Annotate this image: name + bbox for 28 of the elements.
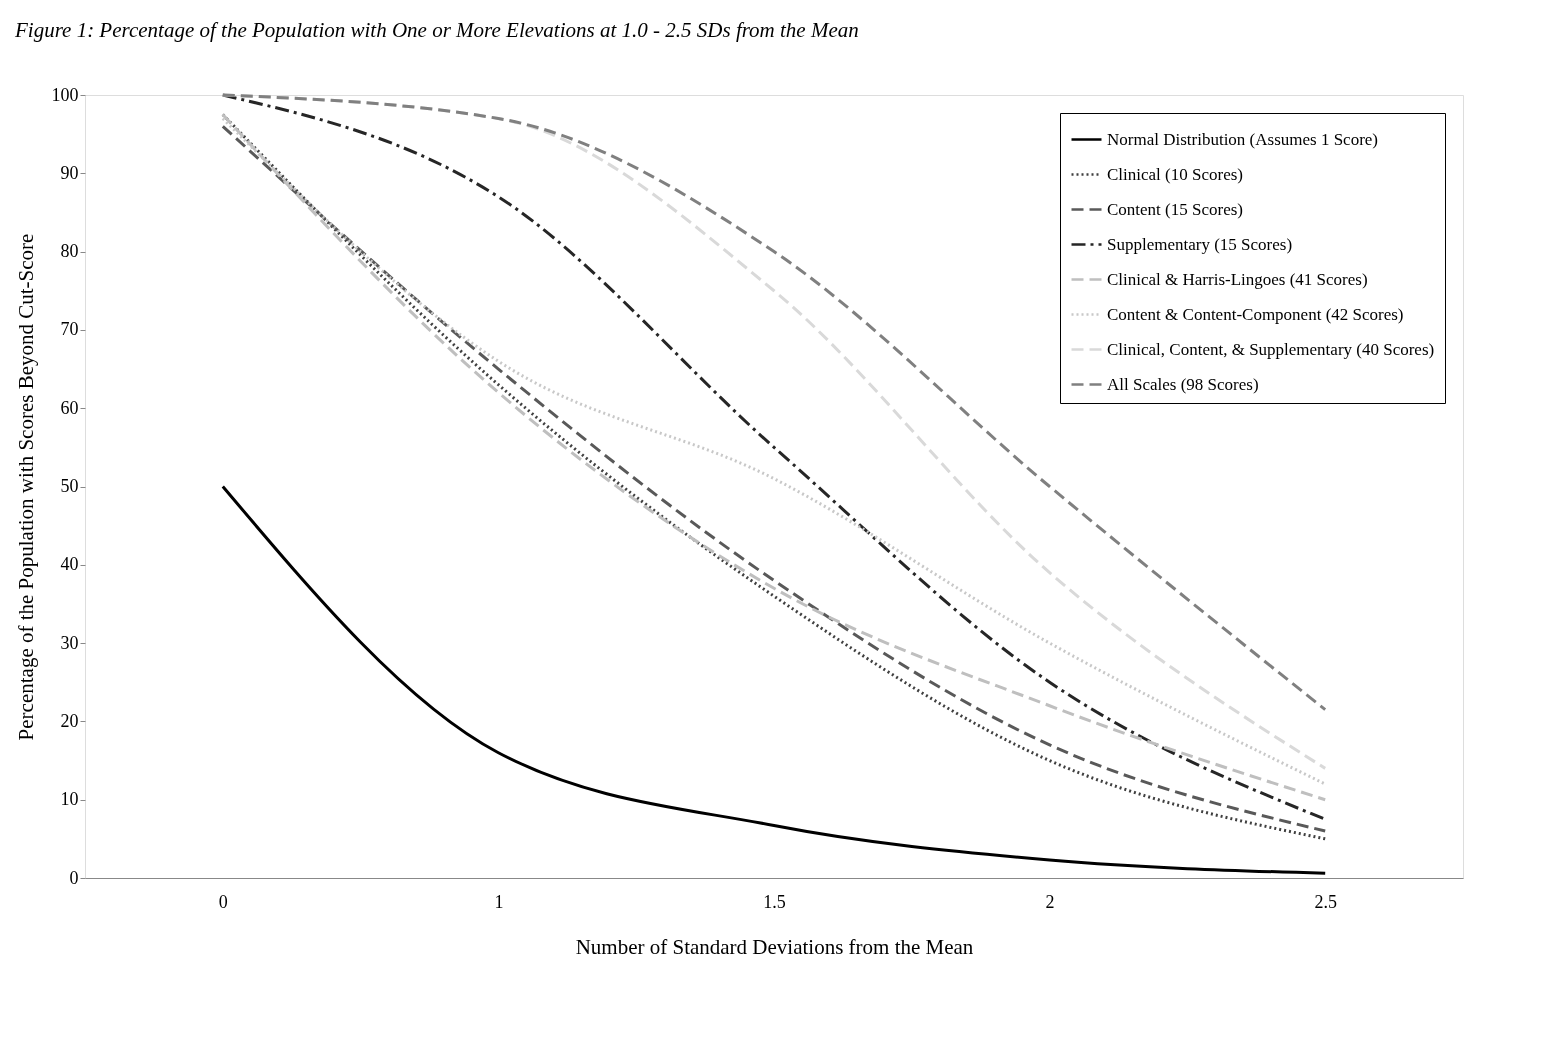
legend-label: Clinical (10 Scores)	[1107, 164, 1243, 184]
y-tick-label: 90	[60, 162, 79, 183]
y-tick-label: 100	[51, 84, 79, 105]
x-tick-label: 1.5	[763, 891, 786, 912]
legend-label: Content (15 Scores)	[1107, 199, 1243, 219]
y-tick-label: 70	[60, 319, 79, 340]
y-axis-title: Percentage of the Population with Scores Beyond Cut-Score	[13, 233, 38, 741]
x-tick-label: 0	[218, 891, 228, 912]
legend-label: Content & Content-Component (42 Scores)	[1107, 304, 1404, 324]
chart-title: Figure 1: Percentage of the Population with One or More Elevations at 1.0 - 2.5 SDs from the Mean	[14, 18, 859, 42]
x-tick-label: 2	[1045, 891, 1055, 912]
y-tick-label: 10	[60, 789, 79, 810]
y-tick-label: 0	[69, 867, 79, 888]
y-tick-label: 80	[60, 241, 79, 262]
y-tick-label: 40	[60, 554, 79, 575]
y-tick-label: 30	[60, 632, 79, 653]
legend-label: Supplementary (15 Scores)	[1107, 234, 1293, 254]
x-tick-label: 1	[494, 891, 504, 912]
line-series	[221, 485, 1327, 875]
legend-label: Clinical & Harris-Lingoes (41 Scores)	[1107, 269, 1368, 289]
legend-label: Clinical, Content, & Supplementary (40 Scores)	[1107, 339, 1435, 359]
legend-label: Normal Distribution (Assumes 1 Score)	[1107, 129, 1379, 149]
y-tick-label: 50	[60, 476, 79, 496]
legend-label: All Scales (98 Scores)	[1107, 374, 1259, 394]
y-tick-label: 20	[60, 710, 79, 731]
x-axis-title: Number of Standard Deviations from the Mean	[575, 934, 974, 959]
y-tick-label: 60	[60, 397, 79, 418]
x-tick-label: 2.5	[1314, 891, 1337, 912]
